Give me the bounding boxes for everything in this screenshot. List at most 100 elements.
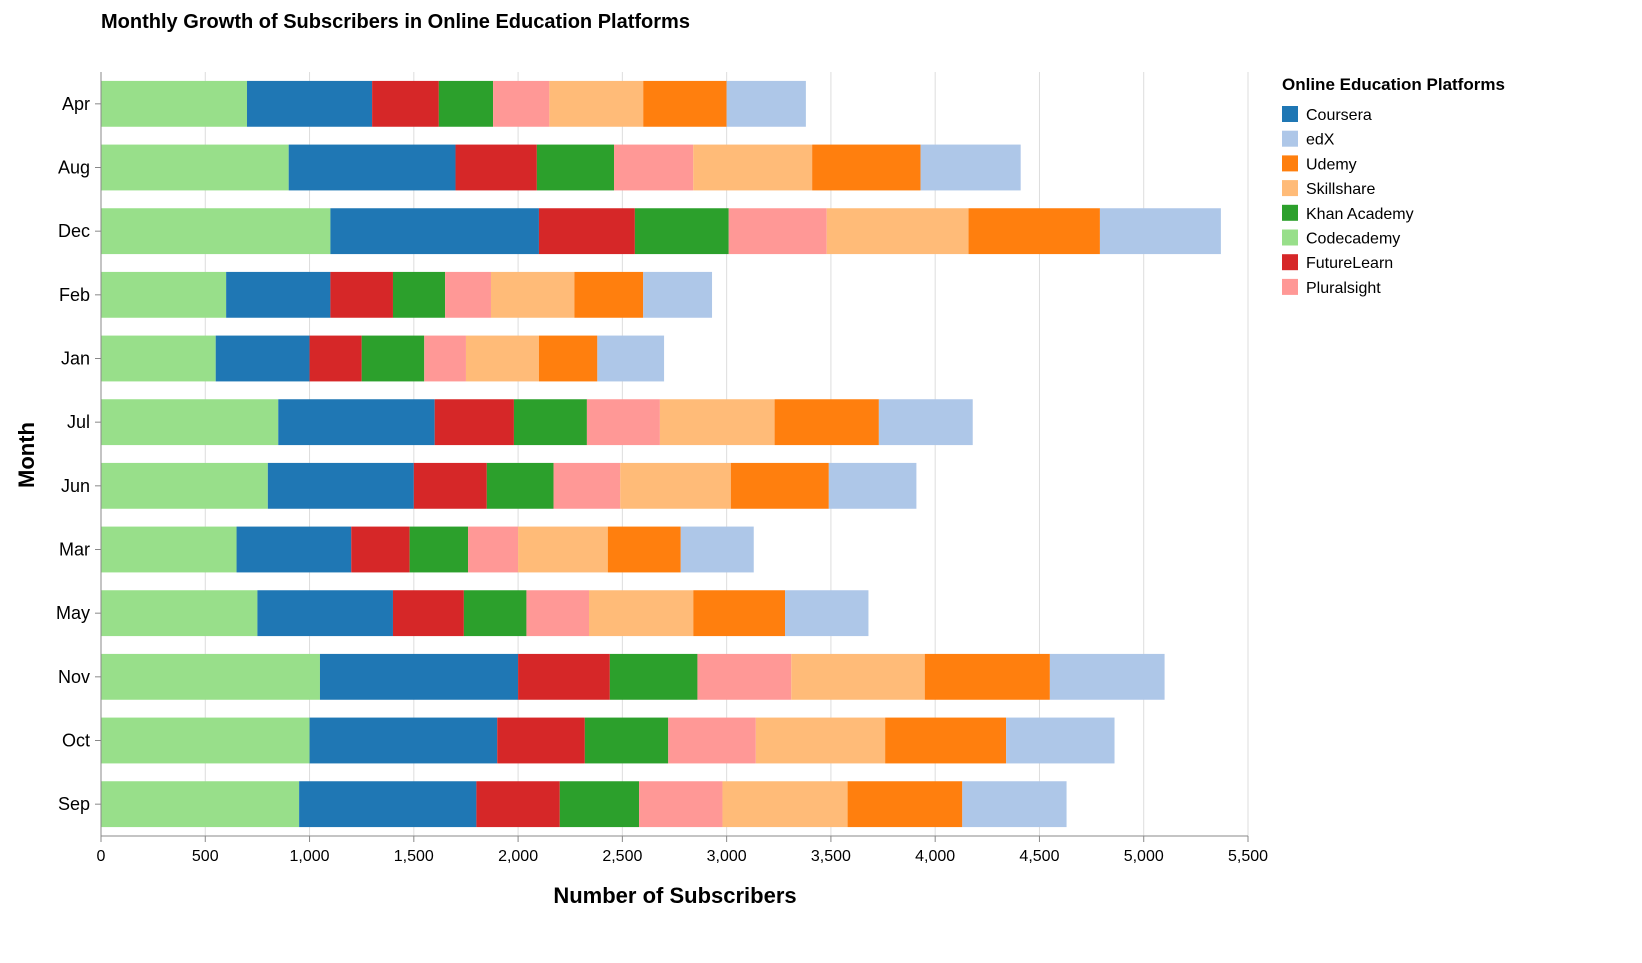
bar-segment-khan-academy-feb[interactable] <box>392 271 446 318</box>
bar-segment-pluralsight-sep[interactable] <box>639 781 723 828</box>
bar-segment-udemy-dec[interactable] <box>968 208 1100 255</box>
bar-segment-futurelearn-may[interactable] <box>392 590 464 637</box>
bar-segment-skillshare-aug[interactable] <box>693 144 813 191</box>
bar-segment-pluralsight-dec[interactable] <box>728 208 827 255</box>
y-tick-label: Apr <box>62 94 90 114</box>
bar-segment-khan-academy-apr[interactable] <box>438 80 494 127</box>
bar-segment-udemy-may[interactable] <box>693 590 786 637</box>
legend-label: Skillshare <box>1306 181 1375 198</box>
bar-segment-coursera-may[interactable] <box>257 590 393 637</box>
bar-segment-codecademy-jan[interactable] <box>101 335 216 382</box>
bar-segment-skillshare-feb[interactable] <box>490 271 575 318</box>
bar-segment-pluralsight-jul[interactable] <box>586 399 660 446</box>
bar-segment-codecademy-feb[interactable] <box>101 271 227 318</box>
bar-segment-khan-academy-nov[interactable] <box>609 653 698 700</box>
bar-segment-udemy-jul[interactable] <box>774 399 879 446</box>
bar-segment-coursera-dec[interactable] <box>330 208 539 255</box>
bar-segment-futurelearn-feb[interactable] <box>330 271 393 318</box>
bar-segment-khan-academy-oct[interactable] <box>584 717 669 764</box>
bar-segment-pluralsight-apr[interactable] <box>493 80 550 127</box>
bar-segment-pluralsight-feb[interactable] <box>445 271 491 318</box>
bar-segment-pluralsight-jan[interactable] <box>424 335 466 382</box>
bar-segment-codecademy-dec[interactable] <box>101 208 331 255</box>
bar-segment-skillshare-jun[interactable] <box>620 462 731 509</box>
bar-segment-coursera-oct[interactable] <box>309 717 498 764</box>
bar-segment-khan-academy-jun[interactable] <box>486 462 554 509</box>
bar-segment-coursera-aug[interactable] <box>288 144 456 191</box>
bar-segment-coursera-jan[interactable] <box>215 335 310 382</box>
bar-segment-futurelearn-jul[interactable] <box>434 399 514 446</box>
y-tick-label: Aug <box>58 158 90 178</box>
bar-segment-pluralsight-nov[interactable] <box>697 653 792 700</box>
bar-segment-codecademy-mar[interactable] <box>101 526 237 573</box>
bar-segment-skillshare-nov[interactable] <box>791 653 925 700</box>
bar-segment-edx-dec[interactable] <box>1099 208 1221 255</box>
bar-segment-edx-mar[interactable] <box>680 526 754 573</box>
bar-segment-edx-nov[interactable] <box>1049 653 1165 700</box>
bar-segment-udemy-feb[interactable] <box>574 271 644 318</box>
bar-segment-coursera-mar[interactable] <box>236 526 352 573</box>
bar-segment-khan-academy-jan[interactable] <box>361 335 425 382</box>
bar-segment-edx-jun[interactable] <box>828 462 917 509</box>
bar-segment-codecademy-oct[interactable] <box>101 717 310 764</box>
bar-segment-futurelearn-jan[interactable] <box>309 335 362 382</box>
bar-segment-coursera-apr[interactable] <box>246 80 373 127</box>
bar-segment-khan-academy-mar[interactable] <box>409 526 469 573</box>
bar-segment-coursera-feb[interactable] <box>226 271 331 318</box>
bar-segment-skillshare-apr[interactable] <box>549 80 644 127</box>
bar-segment-skillshare-sep[interactable] <box>722 781 848 828</box>
bar-segment-edx-oct[interactable] <box>1006 717 1115 764</box>
bar-segment-udemy-sep[interactable] <box>847 781 963 828</box>
bar-segment-pluralsight-may[interactable] <box>526 590 589 637</box>
bar-segment-codecademy-nov[interactable] <box>101 653 320 700</box>
bar-segment-codecademy-sep[interactable] <box>101 781 300 828</box>
bar-segment-codecademy-may[interactable] <box>101 590 258 637</box>
bar-segment-edx-feb[interactable] <box>643 271 713 318</box>
bar-segment-coursera-jul[interactable] <box>278 399 435 446</box>
bar-segment-coursera-sep[interactable] <box>299 781 477 828</box>
bar-segment-codecademy-aug[interactable] <box>101 144 289 191</box>
bar-segment-edx-aug[interactable] <box>920 144 1021 191</box>
bar-segment-futurelearn-nov[interactable] <box>518 653 610 700</box>
bar-segment-codecademy-jun[interactable] <box>101 462 268 509</box>
bar-segment-udemy-oct[interactable] <box>885 717 1007 764</box>
bar-segment-pluralsight-mar[interactable] <box>468 526 519 573</box>
bar-segment-futurelearn-apr[interactable] <box>372 80 439 127</box>
bar-segment-skillshare-jan[interactable] <box>465 335 539 382</box>
bar-segment-futurelearn-sep[interactable] <box>476 781 560 828</box>
bar-segment-futurelearn-mar[interactable] <box>351 526 410 573</box>
bar-segment-futurelearn-aug[interactable] <box>455 144 537 191</box>
bar-segment-skillshare-jul[interactable] <box>659 399 775 446</box>
bar-segment-udemy-jan[interactable] <box>538 335 598 382</box>
bar-segment-edx-may[interactable] <box>785 590 869 637</box>
bar-segment-udemy-mar[interactable] <box>607 526 681 573</box>
bar-segment-coursera-nov[interactable] <box>319 653 519 700</box>
bar-segment-skillshare-may[interactable] <box>588 590 694 637</box>
bar-segment-pluralsight-aug[interactable] <box>614 144 694 191</box>
bar-segment-skillshare-dec[interactable] <box>826 208 969 255</box>
bar-segment-coursera-jun[interactable] <box>267 462 414 509</box>
bar-segment-skillshare-oct[interactable] <box>755 717 886 764</box>
bar-segment-udemy-aug[interactable] <box>812 144 921 191</box>
bar-segment-codecademy-jul[interactable] <box>101 399 279 446</box>
bar-segment-khan-academy-aug[interactable] <box>536 144 615 191</box>
y-tick-label: Oct <box>62 731 90 751</box>
bar-segment-khan-academy-dec[interactable] <box>634 208 729 255</box>
bar-segment-futurelearn-oct[interactable] <box>497 717 585 764</box>
bar-segment-khan-academy-jul[interactable] <box>513 399 587 446</box>
bar-segment-futurelearn-dec[interactable] <box>538 208 635 255</box>
bar-segment-pluralsight-oct[interactable] <box>668 717 756 764</box>
bar-segment-edx-sep[interactable] <box>962 781 1067 828</box>
bar-segment-edx-jul[interactable] <box>878 399 973 446</box>
bar-segment-codecademy-apr[interactable] <box>101 80 247 127</box>
bar-segment-udemy-jun[interactable] <box>730 462 829 509</box>
bar-segment-edx-apr[interactable] <box>726 80 806 127</box>
bar-segment-skillshare-mar[interactable] <box>518 526 608 573</box>
bar-segment-futurelearn-jun[interactable] <box>413 462 487 509</box>
bar-segment-edx-jan[interactable] <box>597 335 665 382</box>
bar-segment-pluralsight-jun[interactable] <box>553 462 621 509</box>
bar-segment-khan-academy-may[interactable] <box>463 590 527 637</box>
bar-segment-udemy-nov[interactable] <box>924 653 1050 700</box>
bar-segment-udemy-apr[interactable] <box>643 80 727 127</box>
bar-segment-khan-academy-sep[interactable] <box>559 781 640 828</box>
